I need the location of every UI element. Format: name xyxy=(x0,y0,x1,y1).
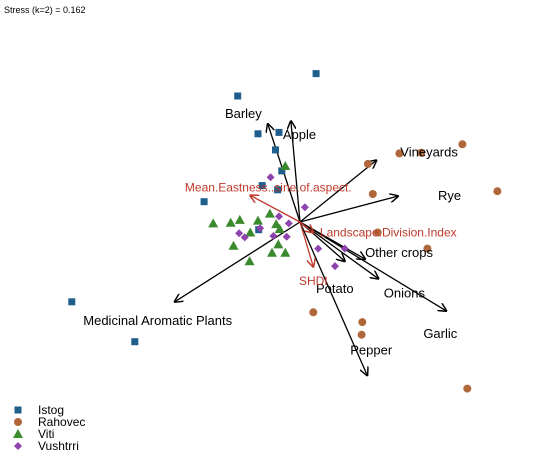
species-label-onions: Onions xyxy=(384,286,426,301)
species-label-medicinal-aromatic-plants: Medicinal Aromatic Plants xyxy=(83,313,232,328)
point-istog-4 xyxy=(275,128,283,136)
point-rahovec-2 xyxy=(417,148,426,157)
point-rahovec-1 xyxy=(395,149,404,158)
env-label-shdi: SHDI xyxy=(299,274,328,288)
species-arrow-apple xyxy=(291,121,301,223)
legend-label-viti: Viti xyxy=(38,427,54,441)
point-viti-8 xyxy=(264,208,275,218)
legend-label-vushtrri: Vushtrri xyxy=(38,439,79,453)
point-vushtrri-9 xyxy=(240,233,249,242)
species-label-barley: Barley xyxy=(225,106,262,121)
point-vushtrri-8 xyxy=(235,229,244,238)
species-label-pepper: Pepper xyxy=(350,342,393,357)
env-arrow-mean-eastness-sine-of-aspect xyxy=(250,195,301,223)
species-arrow-pepper xyxy=(299,221,367,375)
env-label-mean-eastness-sine-of-aspect: Mean.Eastness..sine.of.aspect. xyxy=(185,180,352,194)
point-vushtrri-11 xyxy=(340,244,349,253)
legend-marker-viti xyxy=(13,429,23,438)
point-vushtrri-5 xyxy=(269,232,278,240)
species-label-rye: Rye xyxy=(438,188,461,203)
point-rahovec-7 xyxy=(373,228,382,237)
point-viti-9 xyxy=(228,240,239,250)
env-arrow-shdi xyxy=(299,221,313,267)
point-vushtrri-4 xyxy=(284,219,293,228)
point-viti-1 xyxy=(280,161,291,170)
point-istog-12 xyxy=(131,338,139,346)
legend-marker-rahovec xyxy=(14,418,22,426)
point-viti-6 xyxy=(245,227,256,237)
environmental-vector-labels: Mean.Eastness..sine.of.aspect. Landscape.… xyxy=(185,180,457,287)
point-vushtrri-1 xyxy=(266,173,275,182)
point-istog-9 xyxy=(200,198,208,206)
point-viti-4 xyxy=(234,214,245,224)
point-rahovec-8 xyxy=(423,244,432,253)
species-label-other-crops: Other crops xyxy=(365,245,433,260)
point-vushtrri-12 xyxy=(331,262,339,271)
point-rahovec-6 xyxy=(493,187,502,196)
point-rahovec-12 xyxy=(463,384,472,393)
point-istog-6 xyxy=(278,167,286,175)
point-istog-8 xyxy=(258,182,266,190)
point-viti-10 xyxy=(244,256,255,266)
point-viti-3 xyxy=(225,217,236,227)
site-points xyxy=(68,70,502,393)
point-viti-5 xyxy=(253,215,263,225)
point-istog-2 xyxy=(234,92,242,100)
point-rahovec-10 xyxy=(357,330,366,339)
environmental-vectors xyxy=(250,195,313,266)
point-viti-13 xyxy=(273,239,284,249)
stress-value: Stress (k=2) = 0.162 xyxy=(4,5,86,15)
point-vushtrri-2 xyxy=(256,224,265,233)
point-vushtrri-6 xyxy=(282,232,291,241)
legend-label-istog: Istog xyxy=(38,403,64,417)
species-arrow-rye xyxy=(299,196,398,223)
point-istog-11 xyxy=(68,298,76,306)
point-vushtrri-3 xyxy=(275,212,283,221)
legend-marker-vushtrri xyxy=(14,442,22,450)
point-istog-5 xyxy=(272,146,279,154)
point-rahovec-3 xyxy=(458,140,467,149)
point-rahovec-5 xyxy=(368,190,377,198)
env-arrow-landscape-division-index xyxy=(299,221,313,233)
species-vector-labels: Barley Apple Vineyards Rye Other crops Potato… xyxy=(83,106,461,357)
species-label-apple: Apple xyxy=(283,127,316,142)
point-istog-1 xyxy=(312,70,320,78)
species-arrow-garlic xyxy=(299,221,446,311)
point-viti-11 xyxy=(267,247,277,257)
point-vushtrri-7 xyxy=(300,203,309,212)
point-viti-2 xyxy=(208,218,219,228)
species-label-potato: Potato xyxy=(316,281,354,296)
point-viti-14 xyxy=(274,224,285,233)
species-arrow-vineyards xyxy=(299,160,376,223)
point-istog-3 xyxy=(254,130,262,138)
point-vushtrri-10 xyxy=(314,244,323,253)
species-label-vineyards: Vineyards xyxy=(400,144,458,159)
species-arrow-medicinal-aromatic-plants xyxy=(175,221,301,302)
point-rahovec-4 xyxy=(363,159,372,168)
point-viti-12 xyxy=(280,247,291,257)
legend-label-rahovec: Rahovec xyxy=(38,415,85,429)
point-rahovec-11 xyxy=(358,318,367,327)
env-label-landscape-division-index: Landscape.Division.Index xyxy=(320,226,457,240)
point-rahovec-9 xyxy=(309,308,318,317)
legend-marker-istog xyxy=(14,406,22,414)
point-istog-7 xyxy=(274,186,282,194)
species-label-garlic: Garlic xyxy=(423,326,457,341)
